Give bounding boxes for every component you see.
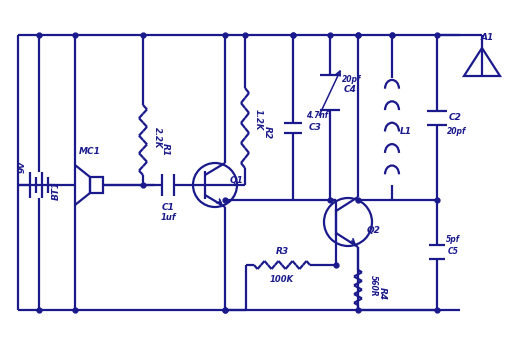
Text: C2: C2 bbox=[448, 114, 461, 122]
Text: 5pf: 5pf bbox=[446, 235, 460, 244]
Text: 560R: 560R bbox=[368, 275, 377, 297]
Text: A1: A1 bbox=[481, 34, 494, 43]
Text: MC1: MC1 bbox=[79, 147, 101, 156]
Text: C1: C1 bbox=[161, 202, 174, 212]
Text: Q2: Q2 bbox=[367, 225, 381, 235]
Text: C4: C4 bbox=[344, 85, 357, 95]
Text: 100K: 100K bbox=[270, 274, 294, 284]
Text: R4: R4 bbox=[377, 287, 387, 300]
Text: 20pf: 20pf bbox=[343, 74, 362, 83]
Text: 20pf: 20pf bbox=[447, 128, 467, 137]
Text: 1uf: 1uf bbox=[160, 213, 176, 222]
Text: L1: L1 bbox=[400, 128, 412, 137]
Text: 1.2K: 1.2K bbox=[253, 109, 263, 131]
Text: 4.7nf: 4.7nf bbox=[306, 110, 328, 119]
Text: C3: C3 bbox=[309, 123, 321, 132]
Text: C5: C5 bbox=[447, 248, 458, 257]
Text: 9v: 9v bbox=[18, 161, 26, 173]
Text: R1: R1 bbox=[160, 143, 170, 156]
Text: R3: R3 bbox=[276, 247, 289, 256]
Text: R2: R2 bbox=[263, 127, 271, 140]
Text: Q1: Q1 bbox=[230, 176, 244, 185]
Text: 2.2K: 2.2K bbox=[153, 127, 161, 149]
Text: BT1: BT1 bbox=[51, 180, 61, 200]
